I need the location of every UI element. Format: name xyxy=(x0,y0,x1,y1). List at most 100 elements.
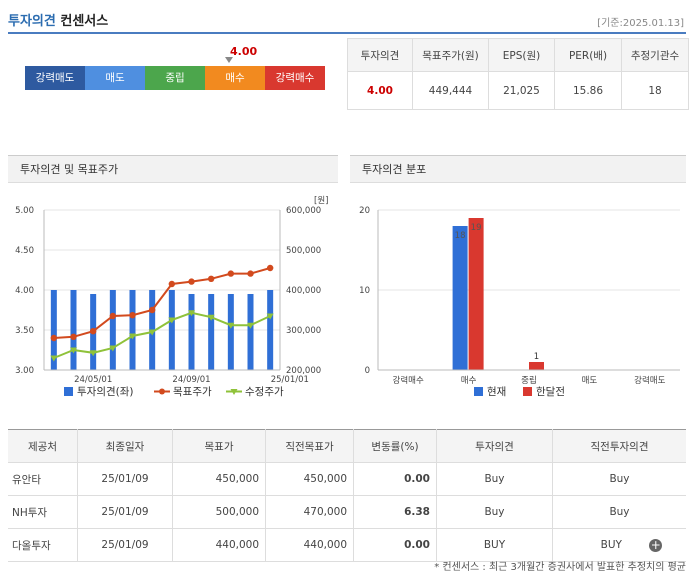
opinion-bar xyxy=(168,290,175,370)
opinion-bar xyxy=(227,294,234,370)
rating-scale-bar: 강력매도 매도 중립 매수 강력매수 xyxy=(25,66,325,90)
rating-seg-strong-sell: 강력매도 xyxy=(25,66,85,90)
legend-opinion: 투자의견(좌) xyxy=(77,386,134,398)
opinion-bar xyxy=(129,290,136,370)
broker-prev-target: 440,000 xyxy=(265,528,354,562)
opinion-bar xyxy=(267,290,274,370)
y-left-tick: 5.00 xyxy=(15,206,34,216)
y-left-tick: 3.00 xyxy=(15,366,34,376)
consensus-summary-table: 투자의견 목표주가(원) EPS(원) PER(배) 추정기관수 4.00 44… xyxy=(347,38,689,110)
target-price-point xyxy=(207,275,215,282)
broker-target: 440,000 xyxy=(172,528,266,562)
target-price-point xyxy=(266,264,274,272)
target-price-point xyxy=(109,312,117,320)
rating-marker-icon xyxy=(225,57,233,63)
summary-header: PER(배) xyxy=(554,38,622,72)
opinion-target-chart: 5.00 4.50 4.00 3.50 3.00 600,000 500,000 400,00… xyxy=(15,196,328,398)
y-right-tick: 400,000 xyxy=(286,286,321,296)
broker-table: 제공처 최종일자 목표가 직전목표가 변동률(%) 투자의견 직전투자의견 유안… xyxy=(8,429,686,562)
legend-current-swatch xyxy=(474,387,483,396)
broker-prev-opinion: Buy xyxy=(552,495,686,529)
broker-header: 투자의견 xyxy=(436,429,553,463)
adjusted-price-point xyxy=(50,355,58,362)
right-axis-unit: [원] xyxy=(314,196,328,206)
title-divider xyxy=(8,32,686,34)
title-blue: 투자의견 xyxy=(8,14,56,29)
y-right-tick: 300,000 xyxy=(286,326,321,336)
rating-seg-strong-buy: 강력매수 xyxy=(265,66,325,90)
data-label: 18 xyxy=(455,231,466,241)
target-price-point xyxy=(129,312,136,319)
title-rest: 컨센서스 xyxy=(60,14,109,29)
reference-date: [기준:2025.01.13] xyxy=(597,18,684,29)
adjusted-price-point xyxy=(148,329,156,336)
rating-seg-buy: 매수 xyxy=(205,66,265,90)
x-tick: 24/05/01 xyxy=(74,375,112,385)
adjusted-price-point xyxy=(227,322,235,329)
adjusted-price-point xyxy=(129,333,136,340)
opinion-bar xyxy=(109,290,116,370)
adjusted-price-point xyxy=(207,314,215,321)
target-price-point xyxy=(168,280,176,288)
legend-opinion-swatch xyxy=(64,387,73,396)
y-right-tick: 600,000 xyxy=(286,206,321,216)
broker-prev-target: 470,000 xyxy=(265,495,354,529)
opinion-bar xyxy=(208,294,215,370)
adjusted-price-line xyxy=(53,311,271,359)
broker-name: NH투자 xyxy=(8,495,78,529)
summary-value-count: 18 xyxy=(621,71,689,110)
target-price-line xyxy=(53,267,271,339)
broker-prev-opinion: BUY xyxy=(600,539,622,551)
broker-header: 변동률(%) xyxy=(353,429,437,463)
summary-header: 투자의견 xyxy=(347,38,413,72)
x-tick: 매도 xyxy=(582,376,598,386)
target-price-point xyxy=(247,270,254,277)
data-label: 1 xyxy=(534,352,539,362)
opinion-bar xyxy=(247,294,254,370)
opinion-bar xyxy=(188,294,195,370)
rating-seg-neutral: 중립 xyxy=(145,66,205,90)
table-row: 다올투자 25/01/09 440,000 440,000 0.00 BUY B… xyxy=(8,528,686,562)
footnote: * 컨센서스 : 최근 3개월간 증권사에서 발표한 추정치의 평균 xyxy=(434,562,686,573)
broker-target: 450,000 xyxy=(172,462,266,496)
page-title: 투자의견 컨센서스 xyxy=(8,10,108,29)
summary-value-target: 449,444 xyxy=(412,71,489,110)
x-tick: 매수 xyxy=(461,376,477,386)
adjusted-price-point xyxy=(266,313,274,320)
legend-month-ago: 한달전 xyxy=(536,386,565,398)
rating-current-value: 4.00 xyxy=(230,45,258,58)
broker-target: 500,000 xyxy=(172,495,266,529)
broker-date: 25/01/09 xyxy=(77,495,173,529)
data-label: 19 xyxy=(471,223,482,233)
table-row: NH투자 25/01/09 500,000 470,000 6.38 Buy B… xyxy=(8,495,686,529)
broker-date: 25/01/09 xyxy=(77,528,173,562)
summary-header: 목표주가(원) xyxy=(412,38,489,72)
legend-target-marker xyxy=(159,388,165,395)
y-tick: 0 xyxy=(365,366,370,376)
distribution-bar xyxy=(468,218,484,370)
target-price-point xyxy=(70,333,77,340)
x-tick: 중립 xyxy=(521,376,537,386)
broker-change: 0.00 xyxy=(353,462,437,496)
x-tick: 강력매수 xyxy=(393,375,424,386)
rating-seg-sell: 매도 xyxy=(85,66,145,90)
adjusted-price-point xyxy=(188,310,195,317)
broker-opinion: BUY xyxy=(436,528,553,562)
table-row: 유안타 25/01/09 450,000 450,000 0.00 Buy Bu… xyxy=(8,462,686,496)
legend-target: 목표주가 xyxy=(173,386,212,398)
adjusted-price-point xyxy=(109,345,117,352)
x-tick: 25/01/01 xyxy=(271,375,309,385)
summary-value-eps: 21,025 xyxy=(488,71,555,110)
y-tick: 10 xyxy=(359,286,370,296)
target-price-point xyxy=(148,306,156,314)
broker-header: 직전목표가 xyxy=(265,429,354,463)
broker-header: 직전투자의견 xyxy=(552,429,686,463)
left-panel-title: 투자의견 및 목표주가 xyxy=(8,155,338,183)
plus-icon[interactable]: + xyxy=(649,537,663,552)
broker-change: 0.00 xyxy=(353,528,437,562)
broker-prev-target: 450,000 xyxy=(265,462,354,496)
legend-adjusted: 수정주가 xyxy=(245,386,284,398)
broker-name: 다올투자 xyxy=(8,528,78,562)
adjusted-price-point xyxy=(70,347,77,354)
broker-prev-opinion: Buy xyxy=(552,462,686,496)
